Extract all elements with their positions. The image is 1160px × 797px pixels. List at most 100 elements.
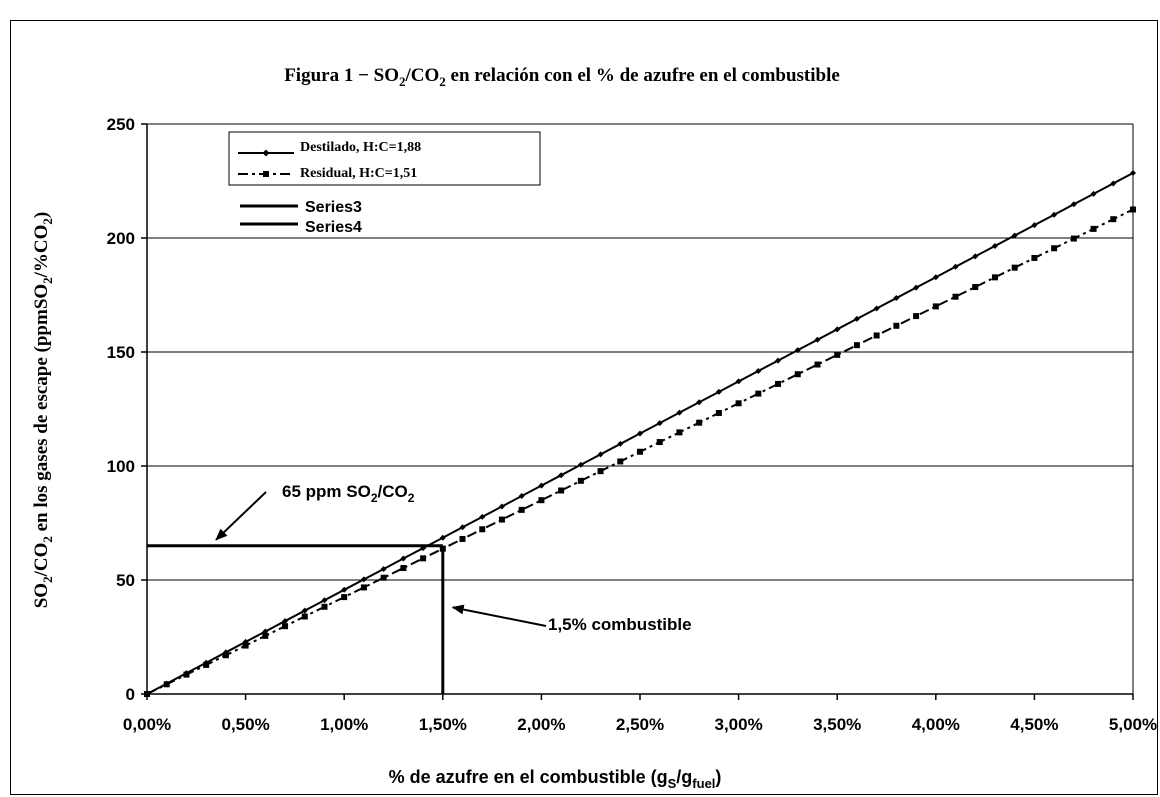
point-residual-38 [893,322,900,329]
point-destilado-13 [400,555,407,562]
point-destilado-36 [853,315,860,322]
legend-marker-destilado [262,149,270,157]
point-residual-1 [163,681,170,688]
x-tick-label-8: 4,00% [912,715,960,734]
legend-label-series4: Series4 [305,219,362,236]
point-residual-33 [794,371,801,378]
series-group [144,170,1136,697]
point-destilado-21 [558,472,565,479]
point-destilado-43 [991,242,998,249]
point-residual-37 [873,332,880,339]
chart-frame [10,20,1158,795]
legend-marker-residual [263,171,269,177]
point-residual-23 [597,468,604,475]
x-tick-label-6: 3,00% [714,715,762,734]
x-tick-labels: 0,00% 0,50% 1,00% 1,50% 2,00% 2,50% 3,00% 3,50%… [123,694,1157,734]
point-residual-49 [1110,216,1117,223]
point-destilado-18 [498,503,505,510]
chart-title: Figura 1 − SO2/CO2 en relación con el % … [284,65,840,89]
point-residual-8 [301,613,308,620]
annotation-fuel: 1,5% combustible [451,604,692,634]
point-residual-13 [400,565,407,572]
point-destilado-11 [360,576,367,583]
point-destilado-47 [1070,201,1077,208]
point-residual-39 [913,313,920,320]
y-tick-label-200: 200 [107,229,135,248]
point-destilado-32 [775,357,782,364]
x-axis-label: % de azufre en el combustible (gS/gfuel) [389,767,722,791]
point-residual-32 [775,380,782,387]
point-destilado-23 [597,451,604,458]
point-residual-6 [262,632,269,639]
point-residual-25 [637,448,643,455]
x-tick-label-5: 2,50% [616,715,664,734]
point-residual-21 [558,487,565,494]
point-destilado-10 [341,586,348,593]
point-destilado-39 [913,284,920,291]
point-destilado-46 [1051,211,1058,218]
y-axis-label: SO2/CO2 en los gases de escape (ppmSO2/%… [31,212,55,609]
annotation-fuel-label: 1,5% combustible [548,615,692,634]
point-destilado-15 [439,534,446,541]
legend-label-residual: Residual, H:C=1,51 [300,166,417,181]
point-residual-9 [321,603,328,610]
point-residual-48 [1090,225,1097,232]
x-tick-label-0: 0,00% [123,715,171,734]
point-residual-47 [1070,235,1077,242]
point-residual-4 [222,652,229,659]
point-residual-29 [715,409,722,416]
y-tick-label-250: 250 [107,115,135,134]
point-destilado-31 [755,367,762,374]
point-residual-24 [617,458,624,465]
point-destilado-25 [637,430,643,437]
point-residual-46 [1051,245,1058,252]
point-destilado-26 [656,420,663,427]
point-residual-50 [1130,206,1136,213]
x-tick-label-7: 3,50% [813,715,861,734]
annotation-ppm-label: 65 ppm SO2/CO2 [282,482,415,505]
x-tick-label-2: 1,00% [320,715,368,734]
legend-label-series3: Series3 [305,199,362,216]
gridlines [147,123,1134,694]
point-residual-17 [479,526,486,533]
point-destilado-50 [1130,170,1136,177]
point-residual-10 [341,594,348,601]
point-destilado-19 [518,493,525,500]
point-destilado-38 [893,295,900,302]
legend-label-destilado: Destilado, H:C=1,88 [300,140,421,155]
point-residual-45 [1031,254,1038,261]
point-residual-22 [577,477,584,484]
point-residual-12 [380,574,387,581]
point-destilado-35 [834,326,841,333]
point-residual-16 [459,535,466,542]
x-tick-label-9: 4,50% [1010,715,1058,734]
point-destilado-49 [1110,180,1117,187]
point-residual-5 [242,642,249,649]
point-destilado-16 [459,524,466,531]
point-residual-2 [183,671,190,678]
point-residual-28 [696,419,703,426]
point-residual-26 [656,439,663,446]
point-destilado-42 [972,253,979,260]
point-residual-41 [952,293,959,300]
point-residual-35 [834,351,841,358]
point-destilado-34 [814,336,821,343]
point-residual-40 [932,303,939,310]
point-destilado-45 [1031,222,1038,229]
x-tick-label-10: 5,00% [1109,715,1157,734]
point-residual-19 [518,506,525,513]
annotation-ppm-arrow [215,491,267,541]
point-residual-27 [676,429,683,436]
point-residual-3 [203,661,210,668]
axes [146,124,1133,695]
point-destilado-33 [794,347,801,354]
point-residual-7 [282,623,289,630]
point-destilado-30 [735,378,742,385]
point-destilado-17 [479,513,486,520]
y-tick-label-150: 150 [107,343,135,362]
legend-box [228,131,541,186]
point-destilado-20 [538,482,545,489]
annotation-fuel-arrow [451,604,547,627]
point-destilado-48 [1090,190,1097,197]
y-tick-labels: 0 50 100 150 200 250 [107,115,147,704]
